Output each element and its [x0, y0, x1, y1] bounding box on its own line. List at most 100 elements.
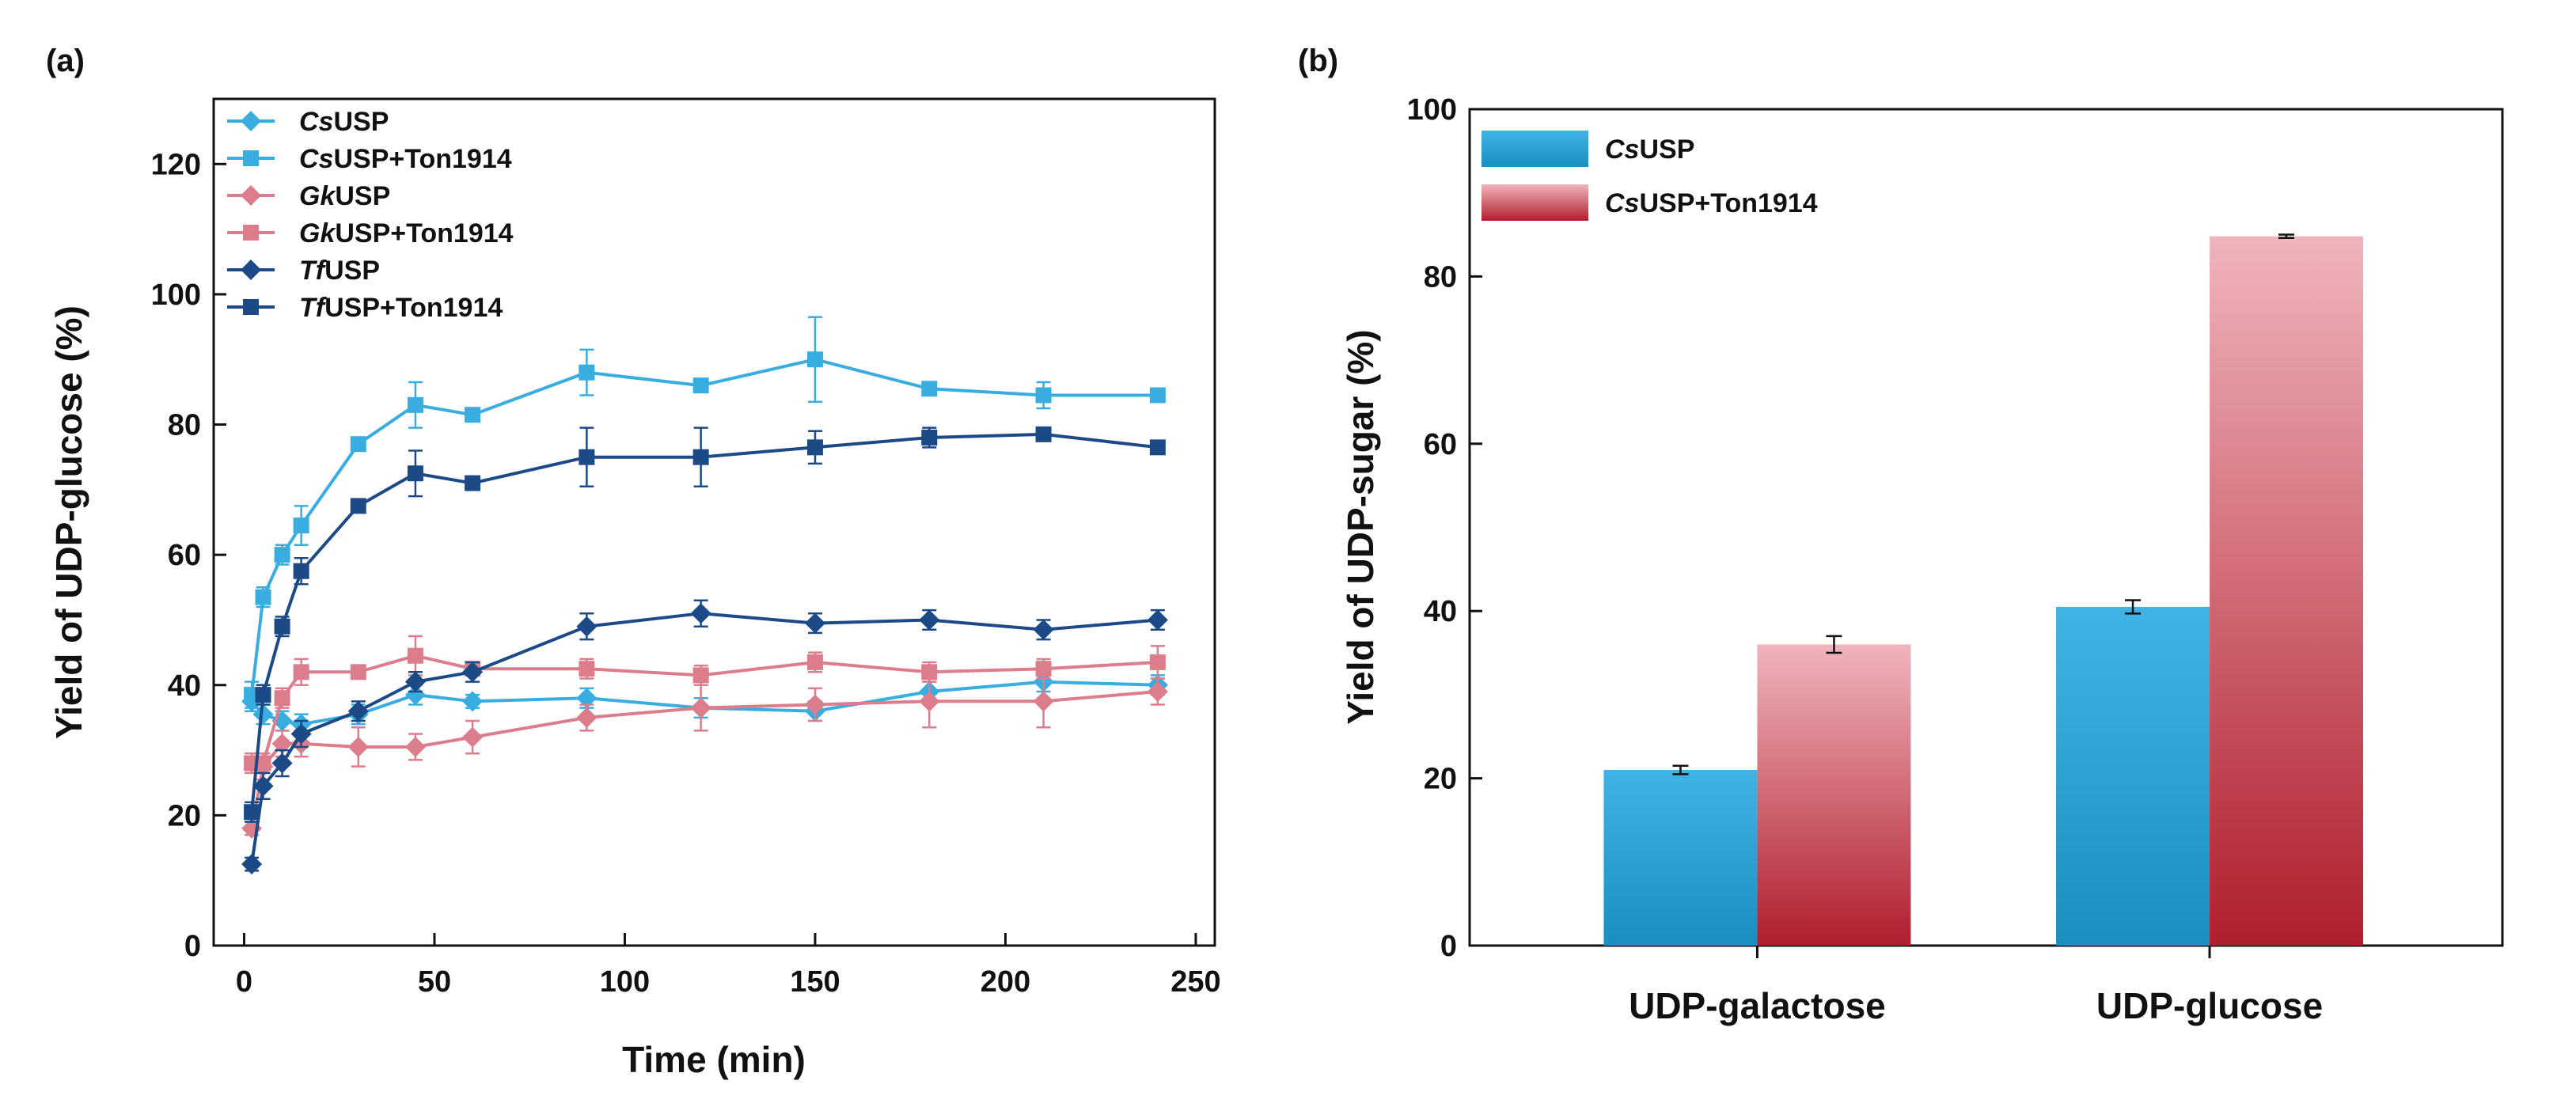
data-point-gkusp-180 [919, 691, 940, 712]
data-point-gkusp-ton1914-5 [255, 755, 271, 771]
legend-label-tfusp-ton1914-rest-part: USP+Ton1914 [324, 293, 503, 323]
category-label-udp-galactose: UDP-galactose [1629, 985, 1886, 1026]
legend-label-tfusp-rest-part: USP [324, 256, 380, 286]
series-line-tfusp-ton1914 [250, 432, 1159, 813]
data-point-gkusp-45 [404, 736, 426, 757]
legend-label-tfusp-italic-part: Tf [299, 256, 328, 286]
series-tfusp [241, 599, 1168, 875]
y-tick-label-40: 40 [168, 669, 201, 703]
bar-csusp-udp-glucose [2056, 606, 2210, 946]
bar-csusp-udp-galactose [1603, 770, 1758, 946]
data-point-tfusp-ton1914-10 [274, 618, 290, 635]
y-tick-label-60: 60 [1424, 428, 1457, 461]
data-point-gkusp-90 [576, 707, 598, 728]
panel-a-plot-frame [212, 97, 1216, 947]
data-point-csusp-5 [252, 703, 274, 725]
panel-a-legend: CsUSPCsUSP+Ton1914GkUSPGkUSP+Ton1914TfUS… [227, 107, 514, 323]
data-point-tfusp-10 [271, 753, 293, 774]
data-point-csusp-ton1914-60 [465, 407, 481, 423]
series-csusp-ton1914 [244, 316, 1166, 709]
data-point-tfusp-ton1914-240 [1149, 439, 1166, 456]
data-point-tfusp-ton1914-45 [407, 465, 423, 482]
data-point-tfusp-15 [290, 723, 312, 745]
data-point-gkusp-ton1914-45 [407, 647, 423, 664]
data-point-tfusp-120 [690, 603, 711, 624]
data-point-tfusp-ton1914-90 [579, 449, 595, 465]
bar-csusp-ton1914-udp-galactose [1757, 644, 1911, 946]
panel-b-label: (b) [1298, 44, 1338, 78]
data-point-tfusp-ton1914-150 [806, 439, 823, 456]
legend-label-csusp-rest-part: USP [333, 107, 389, 137]
data-point-gkusp-30 [347, 736, 369, 757]
data-point-tfusp-ton1914-30 [350, 498, 366, 514]
legend-marker-tfusp [241, 260, 261, 280]
y-tick-label-60: 60 [168, 539, 201, 572]
y-tick-label-80: 80 [1424, 260, 1457, 294]
data-point-gkusp-ton1914-180 [921, 664, 938, 681]
y-tick-label-20: 20 [1424, 763, 1457, 796]
data-point-tfusp-ton1914-210 [1035, 426, 1052, 442]
legend-marker-csusp-ton1914 [243, 150, 259, 166]
x-tick-label-200: 200 [981, 965, 1030, 999]
data-point-csusp-ton1914-45 [407, 396, 423, 413]
legend-label-gkusp-rest-part: USP [335, 181, 390, 211]
data-point-tfusp-ton1914-60 [465, 475, 481, 491]
x-tick-label-100: 100 [600, 965, 650, 999]
data-point-tfusp-45 [404, 671, 426, 692]
series-line-csusp-ton1914 [250, 358, 1158, 696]
legend-label-tfusp: TfUSP [299, 256, 380, 286]
legend-label-csusp-ton1914-italic-part: Cs [299, 144, 333, 174]
legend-label-csusp-ton1914: CsUSP+Ton1914 [299, 144, 512, 174]
panel-b-y-axis-ticks: 0 20 40 60 80 100 [1407, 93, 1482, 963]
panel-a-x-axis-ticks: 0 50 100 150 200 250 [236, 933, 1221, 999]
data-point-gkusp-150 [804, 694, 825, 715]
y-tick-label-120: 120 [151, 148, 201, 181]
y-tick-label-0: 0 [184, 930, 201, 963]
data-point-gkusp-ton1914-210 [1035, 661, 1052, 677]
legend-label-gkusp-ton1914-italic-part: Gk [299, 218, 336, 248]
data-point-csusp-60 [462, 691, 484, 712]
data-point-tfusp-90 [576, 616, 598, 637]
data-point-gkusp-ton1914-15 [293, 664, 309, 681]
data-point-csusp-ton1914-10 [274, 547, 290, 563]
data-point-csusp-90 [576, 688, 598, 709]
data-point-tfusp-240 [1147, 609, 1168, 631]
legend-label-tfusp-ton1914-italic-part: Tf [299, 293, 328, 323]
data-point-gkusp-ton1914-10 [274, 690, 290, 707]
series-line-tfusp [250, 612, 1159, 865]
legend-label-gkusp-ton1914: GkUSP+Ton1914 [299, 218, 514, 248]
legend-label-csusp-italic-part: Cs [1605, 135, 1639, 165]
data-point-tfusp-ton1914-5 [255, 687, 271, 703]
panel-b-bars-group [1603, 233, 2364, 946]
data-point-csusp-ton1914-240 [1149, 387, 1166, 404]
data-point-csusp-ton1914-180 [921, 381, 938, 397]
legend-label-csusp-ton1914-rest-part: USP+Ton1914 [1639, 188, 1817, 218]
data-point-csusp-ton1914-150 [806, 351, 823, 368]
data-point-tfusp-5 [252, 775, 274, 797]
legend-marker-gkusp [241, 185, 261, 206]
panel-a-label: (a) [46, 44, 85, 78]
data-point-csusp-ton1914-210 [1035, 387, 1052, 404]
legend-label-csusp-italic-part: Cs [299, 107, 333, 137]
data-point-tfusp-30 [347, 700, 369, 722]
legend-label-gkusp: GkUSP [299, 181, 390, 211]
data-point-tfusp-ton1914-15 [293, 563, 309, 579]
legend-label-csusp-rest-part: USP [1639, 135, 1694, 165]
data-point-csusp-ton1914-30 [350, 436, 366, 453]
y-tick-label-20: 20 [168, 799, 201, 832]
data-point-gkusp-ton1914-150 [806, 654, 823, 670]
panel-b-y-axis-title: Yield of UDP-sugar (%) [1340, 329, 1381, 724]
legend-swatch-csusp [1481, 131, 1588, 167]
legend-label-tfusp-ton1914: TfUSP+Ton1914 [299, 293, 503, 323]
series-tfusp-ton1914 [244, 426, 1166, 823]
legend-label-csusp-ton1914-rest-part: USP+Ton1914 [333, 144, 511, 174]
data-point-tfusp-ton1914-180 [921, 430, 938, 445]
y-tick-label-80: 80 [168, 409, 201, 442]
legend-label-csusp-ton1914-italic-part: Cs [1605, 188, 1639, 218]
legend-marker-tfusp-ton1914 [243, 299, 259, 315]
panel-a-line-chart: (a) 0 20 40 60 80 100 120 0 50 100 150 200 250 Time… [46, 44, 1221, 1080]
panel-a-series-group [241, 316, 1168, 875]
legend-label-csusp-ton1914: CsUSP+Ton1914 [1605, 188, 1818, 218]
